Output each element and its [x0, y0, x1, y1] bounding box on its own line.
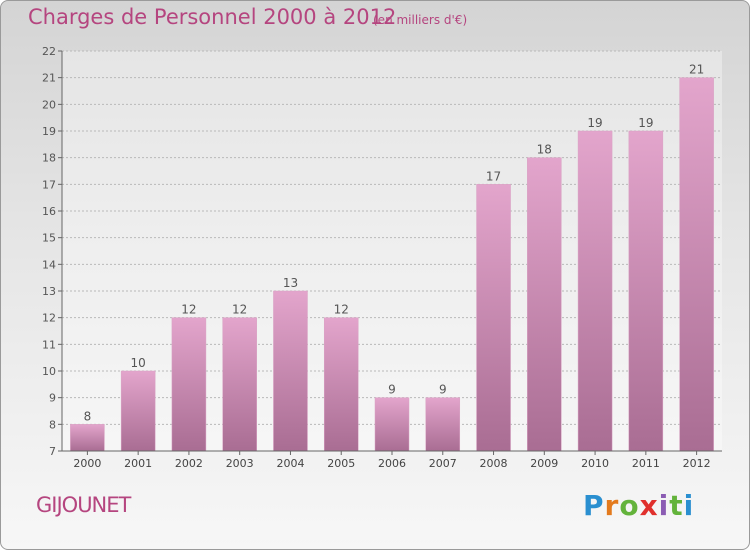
y-tick-label: 14	[42, 258, 56, 271]
y-tick-label: 13	[42, 285, 56, 298]
bar-2000	[70, 424, 105, 452]
y-tick-label: 9	[49, 392, 56, 405]
commune-name: GIJOUNET	[36, 493, 131, 517]
data-label: 19	[587, 116, 602, 130]
bar-2002	[171, 317, 207, 452]
bar-2010	[577, 130, 613, 452]
data-label: 13	[283, 276, 298, 290]
y-tick-label: 22	[42, 45, 56, 58]
x-tick-label: 2003	[226, 457, 254, 470]
x-tick-label: 2002	[175, 457, 203, 470]
x-tick-label: 2012	[683, 457, 711, 470]
x-tick-label: 2008	[480, 457, 508, 470]
x-tick-label: 2005	[327, 457, 355, 470]
data-label: 9	[388, 383, 396, 397]
y-tick-label: 15	[42, 232, 56, 245]
bar-2012	[679, 77, 714, 452]
x-tick-label: 2009	[530, 457, 558, 470]
y-tick-label: 20	[42, 98, 56, 111]
y-tick-label: 19	[42, 125, 56, 138]
data-label: 12	[334, 303, 349, 317]
bar-2005	[323, 317, 359, 452]
y-tick-label: 18	[42, 152, 56, 165]
labels: 7 8 9 10 11 12 13 14 15 16 17 18 19 20 21 22 2000 8 2001 10…	[42, 45, 711, 470]
y-tick-label: 16	[42, 205, 56, 218]
bar-2006	[374, 397, 410, 452]
bar-2003	[222, 317, 257, 452]
y-tick-label: 17	[42, 178, 56, 191]
x-tick-label: 2006	[378, 457, 406, 470]
data-label: 8	[84, 409, 92, 423]
data-label: 10	[131, 356, 146, 370]
y-tick-label: 10	[42, 365, 56, 378]
data-label: 9	[439, 383, 447, 397]
axes	[58, 50, 722, 455]
y-tick-label: 21	[42, 72, 56, 85]
bar-2011	[628, 130, 664, 452]
y-tick-label: 11	[42, 338, 56, 351]
bars	[70, 77, 714, 452]
proxiti-logo: Proxiti	[583, 489, 695, 522]
chart-subtitle: (en milliers d'€)	[373, 13, 468, 27]
bar-2008	[476, 184, 511, 452]
data-label: 21	[689, 63, 704, 77]
data-label: 17	[486, 169, 501, 183]
x-tick-label: 2004	[276, 457, 304, 470]
y-tick-label: 8	[49, 418, 56, 431]
data-label: 12	[181, 303, 196, 317]
x-tick-label: 2007	[429, 457, 457, 470]
bar-2007	[425, 397, 461, 452]
data-label: 12	[232, 303, 247, 317]
bar-2001	[120, 370, 156, 452]
y-tick-label: 7	[49, 445, 56, 458]
y-tick-label: 12	[42, 312, 56, 325]
x-tick-label: 2011	[632, 457, 660, 470]
x-tick-label: 2010	[581, 457, 609, 470]
data-label: 18	[537, 143, 552, 157]
x-tick-label: 2001	[124, 457, 152, 470]
bar-2009	[527, 157, 562, 452]
x-tick-label: 2000	[73, 457, 101, 470]
bar-2004	[273, 290, 308, 452]
chart-title: Charges de Personnel 2000 à 2012	[28, 5, 397, 29]
data-label: 19	[638, 116, 653, 130]
